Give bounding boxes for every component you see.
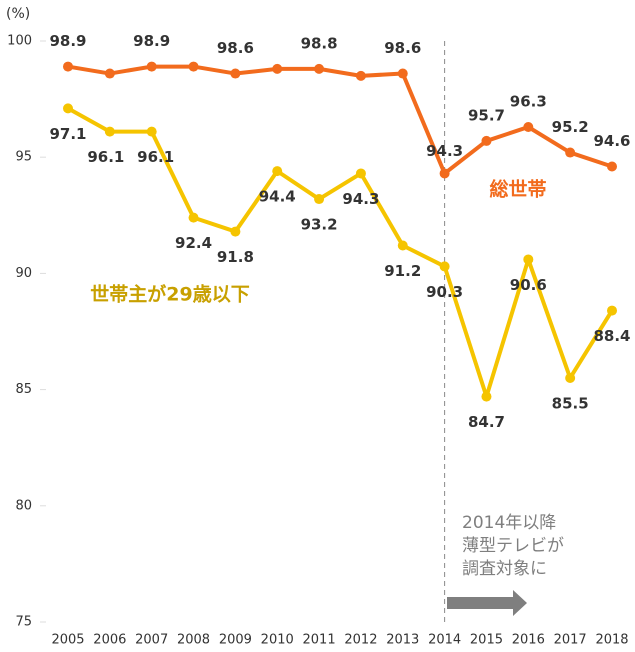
value-label: 90.3 bbox=[426, 283, 463, 301]
y-tick-label: 95 bbox=[15, 150, 32, 165]
value-label: 85.5 bbox=[552, 394, 589, 412]
value-label: 98.6 bbox=[384, 39, 421, 57]
value-label: 88.4 bbox=[593, 327, 630, 345]
annotation: 2014年以降 bbox=[462, 513, 556, 533]
point bbox=[63, 103, 73, 114]
point bbox=[188, 61, 199, 72]
point bbox=[63, 61, 73, 72]
value-label: 93.2 bbox=[301, 216, 338, 234]
point bbox=[523, 254, 534, 265]
value-label: 95.7 bbox=[468, 106, 505, 124]
y-tick-label: 90 bbox=[15, 266, 32, 281]
point bbox=[355, 168, 366, 179]
point bbox=[188, 212, 199, 223]
value-label: 96.3 bbox=[510, 92, 547, 110]
x-tick-label: 2012 bbox=[344, 633, 377, 648]
annotation: 調査対象に bbox=[462, 559, 547, 579]
value-label: 90.6 bbox=[510, 276, 547, 294]
point bbox=[355, 70, 366, 81]
x-tick-label: 2018 bbox=[595, 633, 628, 648]
x-tick-label: 2007 bbox=[135, 633, 168, 648]
annotation: 薄型テレビが bbox=[462, 536, 564, 556]
value-label: 92.4 bbox=[175, 234, 212, 252]
x-tick-label: 2017 bbox=[554, 633, 587, 648]
y-tick-label: 75 bbox=[15, 615, 32, 630]
x-tick-label: 2011 bbox=[303, 633, 336, 648]
value-label: 94.3 bbox=[342, 190, 379, 208]
series-line bbox=[67, 106, 614, 399]
series-line bbox=[67, 64, 613, 176]
value-label: 98.9 bbox=[49, 32, 86, 50]
x-tick-label: 2016 bbox=[512, 633, 545, 648]
point bbox=[230, 68, 241, 79]
value-label: 91.8 bbox=[217, 248, 254, 266]
point bbox=[230, 226, 241, 237]
point bbox=[272, 166, 283, 177]
value-label: 98.6 bbox=[217, 39, 254, 57]
point bbox=[146, 126, 157, 137]
x-tick-label: 2013 bbox=[386, 633, 419, 648]
point bbox=[272, 63, 283, 74]
x-tick-label: 2014 bbox=[428, 633, 461, 648]
value-label: 91.2 bbox=[384, 262, 421, 280]
x-tick-label: 2015 bbox=[470, 633, 503, 648]
value-label: 98.9 bbox=[133, 32, 170, 50]
point bbox=[397, 240, 408, 251]
point bbox=[314, 63, 325, 74]
value-label: 98.8 bbox=[301, 34, 338, 52]
point bbox=[607, 161, 617, 172]
value-label: 94.4 bbox=[259, 188, 296, 206]
x-tick-label: 2006 bbox=[93, 633, 126, 648]
point bbox=[523, 121, 534, 132]
point bbox=[314, 194, 325, 205]
point bbox=[397, 68, 408, 79]
series-name: 総世帯 bbox=[489, 178, 546, 201]
series-name: 世帯主が29歳以下 bbox=[90, 283, 249, 306]
value-label: 96.1 bbox=[87, 148, 124, 166]
value-label: 94.6 bbox=[593, 132, 630, 150]
x-tick-label: 2010 bbox=[261, 633, 294, 648]
value-label: 95.2 bbox=[552, 118, 589, 136]
point bbox=[607, 305, 617, 316]
x-tick-label: 2005 bbox=[51, 633, 84, 648]
y-tick-label: 100 bbox=[7, 34, 32, 49]
arrow bbox=[447, 590, 527, 616]
x-tick-label: 2009 bbox=[219, 633, 252, 648]
point bbox=[104, 126, 115, 137]
point bbox=[104, 68, 115, 79]
y-tick-label: 80 bbox=[15, 498, 32, 513]
point bbox=[439, 168, 450, 179]
point bbox=[481, 135, 492, 146]
point bbox=[146, 61, 157, 72]
point bbox=[439, 261, 450, 272]
point bbox=[565, 372, 576, 383]
y-tick-label: 85 bbox=[15, 382, 32, 397]
point bbox=[481, 391, 492, 402]
value-label: 96.1 bbox=[137, 148, 174, 166]
value-label: 94.3 bbox=[426, 142, 463, 160]
value-label: 97.1 bbox=[49, 125, 86, 143]
value-label: 84.7 bbox=[468, 413, 505, 431]
y-unit: (%) bbox=[6, 6, 30, 22]
point bbox=[565, 147, 576, 158]
x-tick-label: 2008 bbox=[177, 633, 210, 648]
